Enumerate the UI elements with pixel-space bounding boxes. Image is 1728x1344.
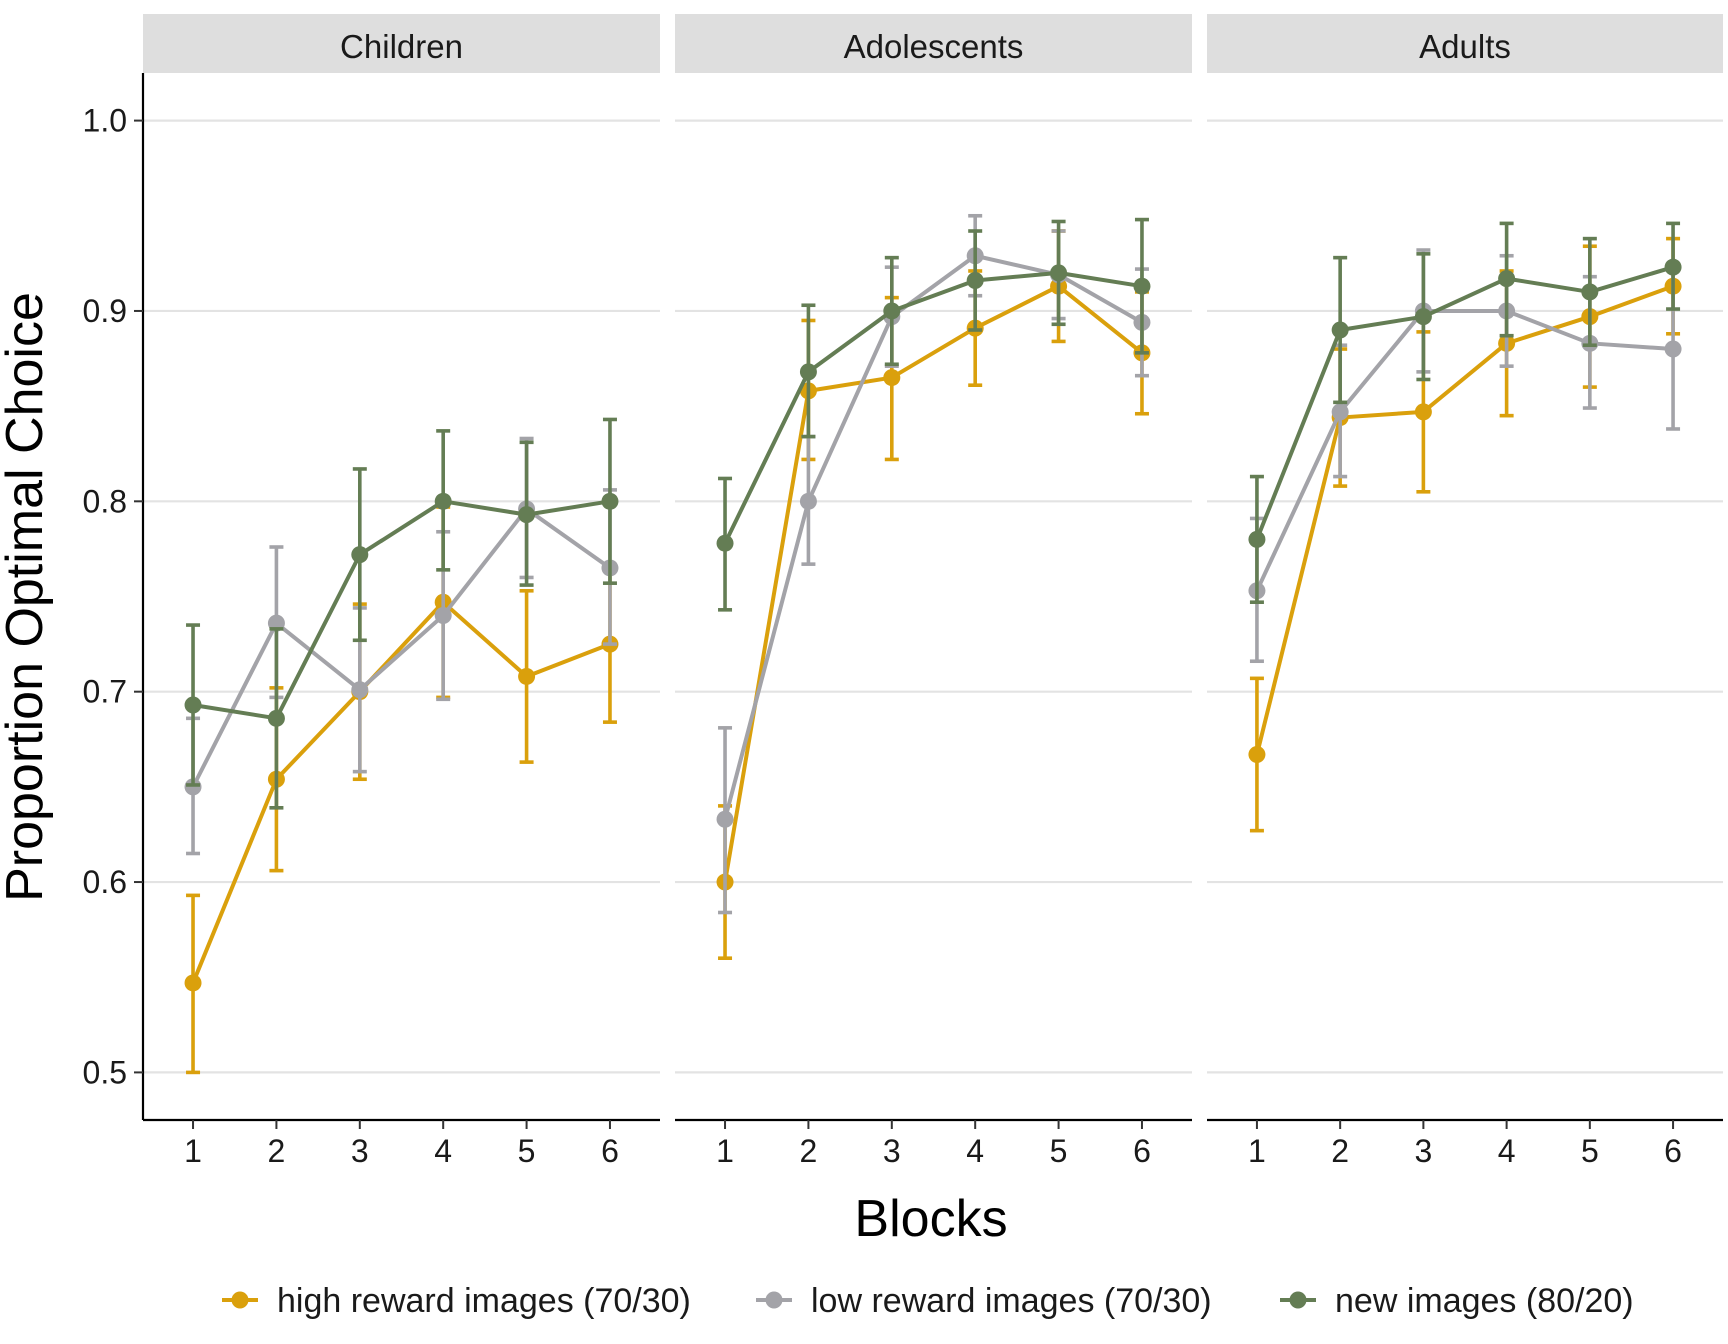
y-tick-label: 0.8 <box>83 483 127 519</box>
series-1 <box>184 505 619 1075</box>
strip-adults <box>1207 14 1723 73</box>
data-point <box>799 492 817 510</box>
strip-adolescents <box>675 14 1192 73</box>
x-tick-label: 2 <box>268 1133 286 1169</box>
data-point <box>1050 264 1068 282</box>
x-tick-label: 5 <box>518 1133 536 1169</box>
x-tick-label: 3 <box>883 1133 901 1169</box>
data-point <box>518 667 536 685</box>
strip-children <box>143 14 660 73</box>
series-line <box>192 499 611 721</box>
series-line <box>1254 284 1674 755</box>
series-line <box>723 284 1144 883</box>
x-tick-label: 5 <box>1050 1133 1068 1169</box>
legend-item-1: high reward images (70/30) <box>222 1282 691 1320</box>
strip-label: Children <box>340 28 463 65</box>
x-tick-label: 2 <box>1331 1133 1349 1169</box>
series-3 <box>1248 221 1682 605</box>
series-line <box>723 253 1143 820</box>
panel-adults: Adults 1 2 3 4 5 6 <box>1207 14 1723 1169</box>
y-tick-label: 0.9 <box>83 293 127 329</box>
data-point <box>1664 258 1682 276</box>
legend-key-point <box>231 1291 249 1309</box>
data-point <box>716 810 734 828</box>
legend-item-2: low reward images (70/30) <box>756 1282 1212 1320</box>
data-point <box>267 709 285 727</box>
series-3 <box>184 417 619 810</box>
x-tick-label: 6 <box>1664 1133 1682 1169</box>
data-point <box>351 546 369 564</box>
legend-key-point <box>765 1291 783 1309</box>
x-axis-title: Blocks <box>854 1190 1007 1248</box>
data-point <box>434 607 452 625</box>
panel-children: Children 0.5 0.6 0.7 0.8 0.9 1.0 1 2 3 4 5 6 <box>83 14 660 1169</box>
data-point <box>184 696 202 714</box>
data-point <box>184 778 202 796</box>
legend-label: high reward images (70/30) <box>277 1282 691 1320</box>
x-tick-label: 4 <box>434 1133 452 1169</box>
legend-label: new images (80/20) <box>1335 1282 1634 1320</box>
y-tick-label: 1.0 <box>83 103 127 139</box>
panel-adolescents: Adolescents 1 2 3 4 5 6 <box>675 14 1192 1169</box>
x-tick-label: 6 <box>601 1133 619 1169</box>
series-line <box>1255 265 1674 541</box>
series-3 <box>716 217 1151 612</box>
data-point <box>1581 283 1599 301</box>
data-point <box>1414 308 1432 326</box>
data-point <box>716 534 734 552</box>
data-point <box>1133 277 1151 295</box>
strip-label: Adolescents <box>844 28 1024 65</box>
data-point <box>1248 530 1266 548</box>
legend-item-3: new images (80/20) <box>1280 1282 1634 1320</box>
x-tick-label: 1 <box>184 1133 202 1169</box>
x-tick-label: 2 <box>800 1133 818 1169</box>
x-tick-label: 1 <box>716 1133 734 1169</box>
y-axis-title: Proportion Optimal Choice <box>0 292 54 902</box>
y-tick-label: 0.6 <box>83 864 127 900</box>
data-point <box>799 363 817 381</box>
y-tick-label: 0.7 <box>83 674 127 710</box>
data-point <box>1664 340 1682 358</box>
series-line <box>191 506 612 788</box>
series-2 <box>716 213 1151 915</box>
data-point <box>1331 403 1349 421</box>
strip-label: Adults <box>1419 28 1511 65</box>
data-point <box>434 492 452 510</box>
x-tick-label: 5 <box>1581 1133 1599 1169</box>
x-tick-label: 3 <box>1414 1133 1432 1169</box>
data-point <box>883 302 901 320</box>
series-line <box>723 270 1143 545</box>
data-point <box>966 271 984 289</box>
x-tick-label: 6 <box>1133 1133 1151 1169</box>
data-point <box>518 506 536 524</box>
legend-label: low reward images (70/30) <box>811 1282 1212 1320</box>
x-tick-label: 4 <box>966 1133 984 1169</box>
data-point <box>1248 746 1266 764</box>
x-tick-label: 4 <box>1498 1133 1516 1169</box>
legend-key-point <box>1289 1291 1307 1309</box>
series-1 <box>1248 236 1682 833</box>
data-point <box>351 681 369 699</box>
data-point <box>1498 270 1516 288</box>
x-tick-label: 1 <box>1248 1133 1266 1169</box>
legend: high reward images (70/30) low reward ima… <box>222 1282 1634 1320</box>
data-point <box>184 974 202 992</box>
y-tick-label: 0.5 <box>83 1054 127 1090</box>
series-1 <box>716 229 1151 960</box>
series-line <box>191 600 611 984</box>
data-point <box>601 492 619 510</box>
series-line <box>1255 308 1674 592</box>
data-point <box>1414 403 1432 421</box>
data-point <box>883 369 901 387</box>
x-tick-label: 3 <box>351 1133 369 1169</box>
data-point <box>1331 321 1349 339</box>
